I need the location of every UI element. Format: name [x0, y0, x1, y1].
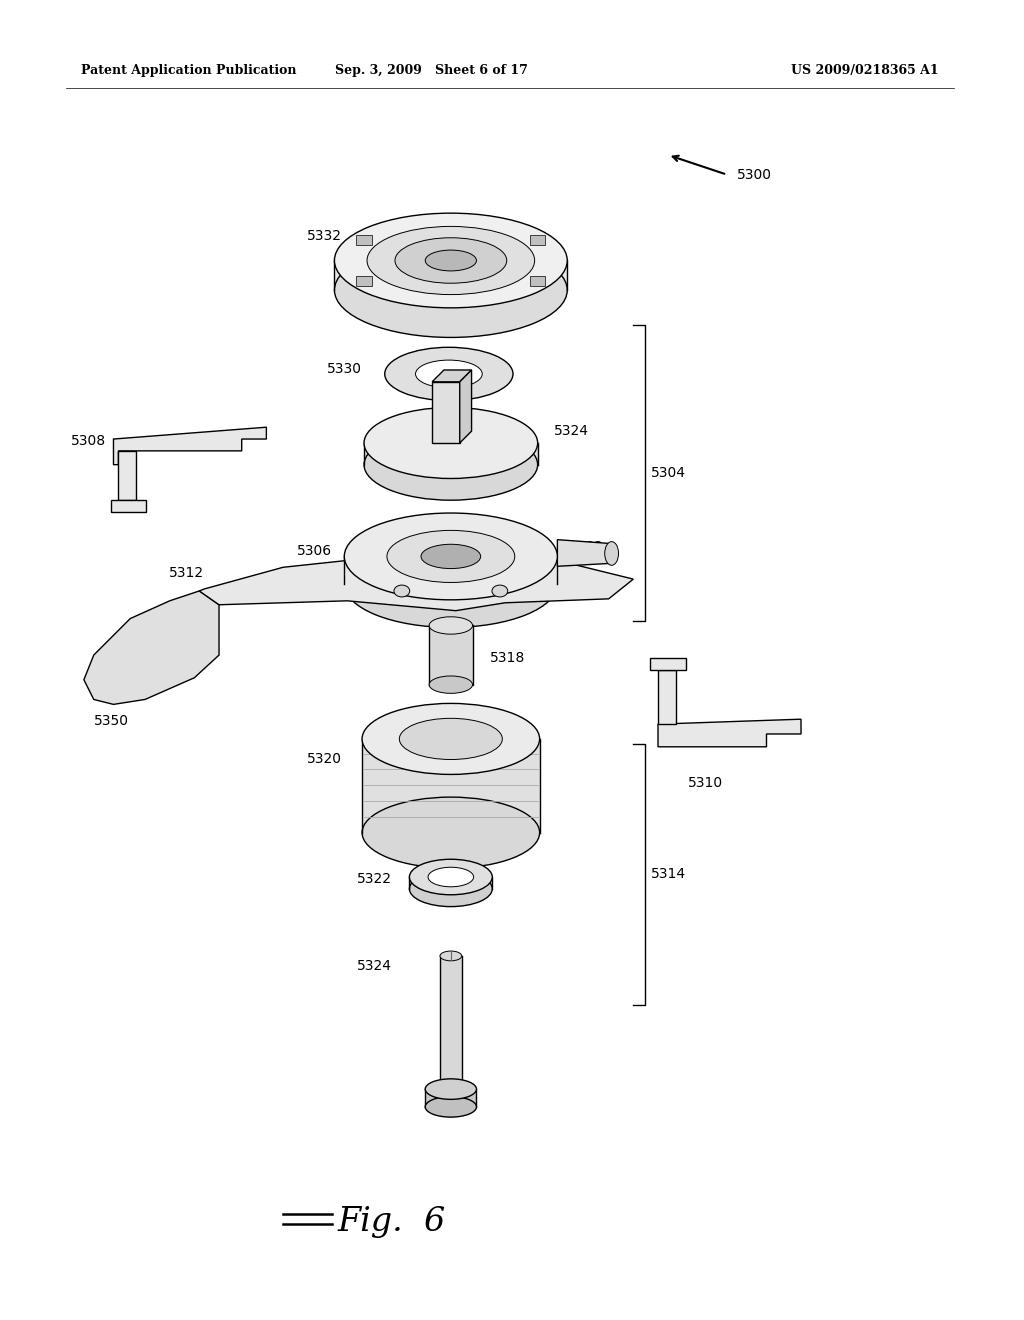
Text: Patent Application Publication: Patent Application Publication: [81, 63, 296, 77]
Ellipse shape: [394, 585, 410, 597]
Polygon shape: [200, 557, 633, 611]
Text: 5310: 5310: [687, 776, 723, 791]
Polygon shape: [429, 626, 472, 685]
Polygon shape: [425, 1089, 476, 1107]
Polygon shape: [440, 956, 462, 1089]
Text: 5314: 5314: [651, 867, 686, 880]
Polygon shape: [658, 669, 676, 725]
Polygon shape: [557, 540, 611, 566]
Text: 5324: 5324: [554, 424, 590, 438]
Polygon shape: [410, 876, 493, 888]
Text: 5318: 5318: [490, 651, 525, 665]
Polygon shape: [658, 719, 801, 747]
Ellipse shape: [387, 531, 515, 582]
Ellipse shape: [410, 871, 493, 907]
Ellipse shape: [410, 859, 493, 895]
Polygon shape: [356, 235, 372, 246]
Text: 5308: 5308: [71, 434, 105, 447]
Ellipse shape: [399, 718, 503, 759]
Text: 5320: 5320: [307, 751, 342, 766]
Ellipse shape: [395, 238, 507, 284]
Ellipse shape: [365, 429, 538, 500]
Polygon shape: [365, 444, 538, 465]
Text: 5322: 5322: [356, 873, 391, 886]
Ellipse shape: [335, 243, 567, 338]
Polygon shape: [84, 591, 219, 705]
Ellipse shape: [335, 213, 567, 308]
Polygon shape: [335, 260, 567, 290]
Text: 5302: 5302: [569, 540, 604, 553]
Polygon shape: [356, 276, 372, 286]
Ellipse shape: [425, 1097, 476, 1117]
Text: Fig.  6: Fig. 6: [338, 1206, 445, 1238]
Polygon shape: [119, 451, 136, 500]
Ellipse shape: [362, 797, 540, 869]
Polygon shape: [529, 235, 546, 246]
Polygon shape: [114, 428, 266, 465]
Text: 5332: 5332: [307, 228, 342, 243]
Text: 5304: 5304: [651, 466, 686, 479]
Ellipse shape: [416, 360, 482, 388]
Text: 5324: 5324: [356, 958, 391, 973]
Polygon shape: [650, 659, 686, 669]
Text: US 2009/0218365 A1: US 2009/0218365 A1: [792, 63, 939, 77]
Text: Sep. 3, 2009   Sheet 6 of 17: Sep. 3, 2009 Sheet 6 of 17: [335, 63, 527, 77]
Ellipse shape: [429, 676, 472, 693]
Polygon shape: [432, 381, 460, 444]
Ellipse shape: [605, 541, 618, 565]
Text: 5330: 5330: [327, 362, 362, 376]
Ellipse shape: [385, 347, 513, 400]
Polygon shape: [111, 500, 146, 512]
Ellipse shape: [429, 616, 472, 634]
Polygon shape: [344, 557, 557, 583]
Ellipse shape: [425, 249, 476, 271]
Ellipse shape: [428, 867, 474, 887]
Polygon shape: [362, 739, 540, 833]
Text: 5350: 5350: [94, 714, 129, 729]
Text: 5306: 5306: [297, 544, 333, 558]
Ellipse shape: [440, 950, 462, 961]
Ellipse shape: [365, 408, 538, 478]
Ellipse shape: [344, 513, 557, 599]
Polygon shape: [529, 276, 546, 286]
Ellipse shape: [421, 544, 480, 569]
Text: 5312: 5312: [169, 566, 204, 581]
Ellipse shape: [362, 704, 540, 775]
Ellipse shape: [425, 1078, 476, 1100]
Polygon shape: [432, 370, 472, 381]
Text: 5300: 5300: [737, 168, 772, 182]
Polygon shape: [460, 370, 472, 444]
Ellipse shape: [367, 227, 535, 294]
Ellipse shape: [492, 585, 508, 597]
Ellipse shape: [344, 541, 557, 627]
